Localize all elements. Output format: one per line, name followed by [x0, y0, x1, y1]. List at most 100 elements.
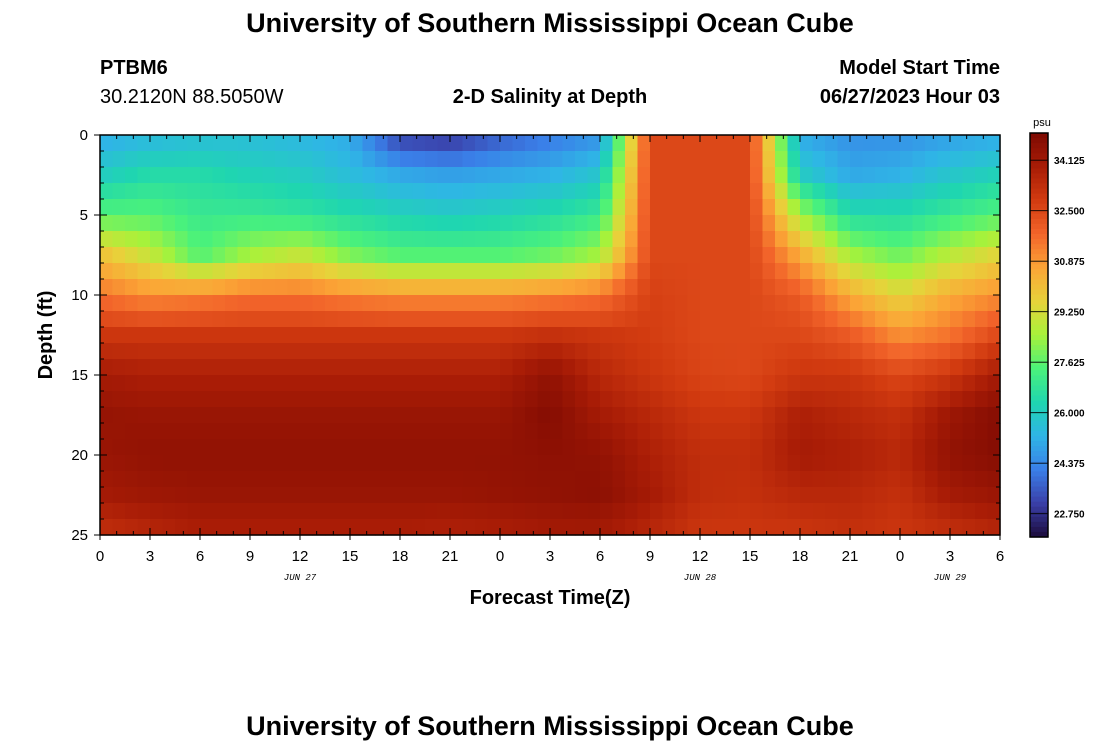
heatmap-cell	[962, 391, 976, 408]
heatmap-cell	[612, 311, 626, 328]
heatmap-cell	[912, 359, 926, 376]
heatmap-cell	[737, 343, 751, 360]
heatmap-cell	[162, 151, 176, 168]
heatmap-cell	[187, 359, 201, 376]
heatmap-cell	[837, 407, 851, 424]
heatmap-cell	[475, 151, 489, 168]
heatmap-cell	[300, 135, 314, 152]
heatmap-cell	[362, 215, 376, 232]
heatmap-cell	[637, 455, 651, 472]
heatmap-cell	[650, 519, 664, 536]
heatmap-cell	[125, 231, 139, 248]
heatmap-cell	[775, 439, 789, 456]
heatmap-cell	[850, 455, 864, 472]
heatmap-cell	[237, 391, 251, 408]
heatmap-cell	[900, 375, 914, 392]
heatmap-cell	[937, 215, 951, 232]
heatmap-cell	[562, 375, 576, 392]
heatmap-cell	[937, 231, 951, 248]
heatmap-cell	[212, 455, 226, 472]
heatmap-cell	[625, 343, 639, 360]
heatmap-cell	[212, 183, 226, 200]
heatmap-cell	[575, 359, 589, 376]
heatmap-cell	[450, 407, 464, 424]
heatmap-cell	[337, 519, 351, 536]
heatmap-cell	[850, 183, 864, 200]
heatmap-cell	[112, 167, 126, 184]
heatmap-cell	[662, 407, 676, 424]
heatmap-cell	[250, 231, 264, 248]
heatmap-cell	[687, 471, 701, 488]
heatmap-cell	[850, 327, 864, 344]
heatmap-cell	[375, 183, 389, 200]
heatmap-cell	[275, 359, 289, 376]
heatmap-cell	[150, 375, 164, 392]
heatmap-cell	[537, 263, 551, 280]
heatmap-cell	[600, 199, 614, 216]
heatmap-cell	[900, 247, 914, 264]
heatmap-cell	[337, 311, 351, 328]
colorbar-swatch	[1030, 496, 1048, 503]
heatmap-cell	[712, 231, 726, 248]
heatmap-cell	[500, 151, 514, 168]
heatmap-cell	[600, 519, 614, 536]
heatmap-cell	[712, 391, 726, 408]
heatmap-cell	[500, 391, 514, 408]
x-tick-label: 6	[596, 548, 604, 565]
heatmap-cell	[300, 215, 314, 232]
heatmap-cell	[175, 375, 189, 392]
heatmap-cell	[137, 391, 151, 408]
heatmap-cell	[387, 423, 401, 440]
heatmap-cell	[450, 215, 464, 232]
heatmap-cell	[150, 151, 164, 168]
heatmap-cell	[612, 503, 626, 520]
heatmap-cell	[325, 423, 339, 440]
heatmap-cell	[487, 391, 501, 408]
heatmap-cell	[325, 263, 339, 280]
heatmap-cell	[600, 295, 614, 312]
heatmap-cell	[362, 487, 376, 504]
heatmap-cell	[150, 311, 164, 328]
heatmap-cell	[500, 503, 514, 520]
heatmap-cell	[475, 167, 489, 184]
heatmap-cell	[637, 359, 651, 376]
heatmap-cell	[137, 247, 151, 264]
heatmap-cell	[962, 503, 976, 520]
heatmap-cell	[137, 167, 151, 184]
heatmap-cell	[425, 311, 439, 328]
heatmap-cell	[362, 343, 376, 360]
heatmap-cell	[275, 471, 289, 488]
heatmap-cell	[775, 167, 789, 184]
heatmap-cell	[425, 199, 439, 216]
heatmap-cell	[325, 167, 339, 184]
heatmap-cell	[212, 295, 226, 312]
y-tick-label: 15	[71, 367, 88, 384]
heatmap-cell	[525, 135, 539, 152]
heatmap-cell	[587, 247, 601, 264]
heatmap-cell	[825, 359, 839, 376]
y-tick-label: 10	[71, 287, 88, 304]
heatmap-cell	[712, 487, 726, 504]
heatmap-cell	[712, 263, 726, 280]
heatmap-cell	[850, 279, 864, 296]
heatmap-cell	[287, 199, 301, 216]
heatmap-cell	[475, 279, 489, 296]
heatmap-cell	[700, 455, 714, 472]
colorbar-swatch	[1030, 213, 1048, 220]
heatmap-cell	[987, 151, 1001, 168]
heatmap-cell	[512, 231, 526, 248]
heatmap-cell	[900, 295, 914, 312]
heatmap-cell	[162, 375, 176, 392]
heatmap-cell	[287, 503, 301, 520]
heatmap-cell	[262, 487, 276, 504]
heatmap-cell	[525, 215, 539, 232]
heatmap-cell	[150, 439, 164, 456]
heatmap-cell	[450, 343, 464, 360]
heatmap-cell	[725, 343, 739, 360]
heatmap-cell	[600, 231, 614, 248]
heatmap-cell	[612, 167, 626, 184]
heatmap-cell	[750, 279, 764, 296]
heatmap-cell	[850, 295, 864, 312]
heatmap-cell	[450, 327, 464, 344]
